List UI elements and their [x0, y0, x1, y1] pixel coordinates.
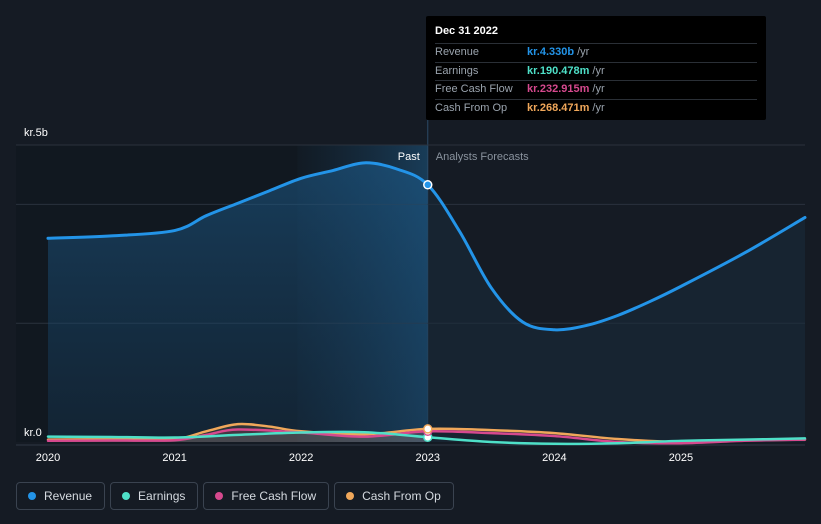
legend-dot-icon [122, 492, 131, 500]
past-label: Past [398, 151, 420, 163]
legend-item-free-cash-flow[interactable]: Free Cash Flow [203, 482, 330, 510]
marker-point [423, 424, 433, 434]
tooltip-label: Revenue [435, 46, 480, 58]
revenue-area [48, 162, 428, 443]
legend-item-revenue[interactable]: Revenue [16, 482, 106, 510]
tooltip-unit: /yr [592, 101, 605, 114]
x-tick-label: 2023 [416, 452, 440, 464]
x-tick-label: 2020 [36, 452, 60, 464]
tooltip-value: kr.4.330b [527, 46, 575, 58]
legend-label: Earnings [138, 489, 186, 503]
tooltip-date: Dec 31 2022 [435, 25, 498, 37]
tooltip-row-revenue: Revenue kr.4.330b /yr [435, 43, 757, 62]
legend-item-earnings[interactable]: Earnings [110, 482, 199, 510]
tooltip-unit: /yr [577, 46, 590, 58]
marker-point [423, 180, 433, 190]
forecast-label: Analysts Forecasts [436, 151, 529, 163]
legend-label: Cash From Op [362, 489, 441, 503]
legend-label: Free Cash Flow [231, 489, 317, 503]
y-label-bottom: kr.0 [24, 427, 42, 439]
tooltip-row-cash-from-op: Cash From Op kr.268.471m /yr [435, 98, 757, 118]
legend-item-cash-from-op[interactable]: Cash From Op [334, 482, 454, 510]
x-tick-label: 2025 [669, 452, 693, 464]
tooltip-row-free-cash-flow: Free Cash Flow kr.232.915m /yr [435, 80, 757, 99]
tooltip-value: kr.268.471m [527, 101, 590, 114]
y-label-top: kr.5b [24, 127, 48, 139]
x-tick-label: 2024 [542, 452, 566, 464]
tooltip-value: kr.232.915m [527, 83, 590, 95]
legend-dot-icon [28, 492, 36, 500]
tooltip-unit: /yr [592, 64, 605, 77]
x-tick-label: 2022 [289, 452, 313, 464]
legend-label: Revenue [44, 489, 93, 503]
tooltip: Dec 31 2022 Revenue kr.4.330b /yr Earnin… [426, 16, 766, 120]
legend-dot-icon [215, 492, 224, 500]
tooltip-label: Earnings [435, 64, 479, 77]
x-tick-label: 2021 [162, 452, 186, 464]
tooltip-row-earnings: Earnings kr.190.478m /yr [435, 61, 757, 81]
tooltip-unit: /yr [592, 83, 605, 95]
tooltip-label: Free Cash Flow [435, 83, 513, 95]
tooltip-label: Cash From Op [435, 101, 508, 114]
legend-dot-icon [346, 492, 355, 500]
legend: Revenue Earnings Free Cash Flow Cash Fro… [16, 482, 454, 510]
revenue-forecast-area [427, 184, 805, 442]
tooltip-value: kr.190.478m [527, 64, 590, 77]
series-area [48, 423, 428, 442]
